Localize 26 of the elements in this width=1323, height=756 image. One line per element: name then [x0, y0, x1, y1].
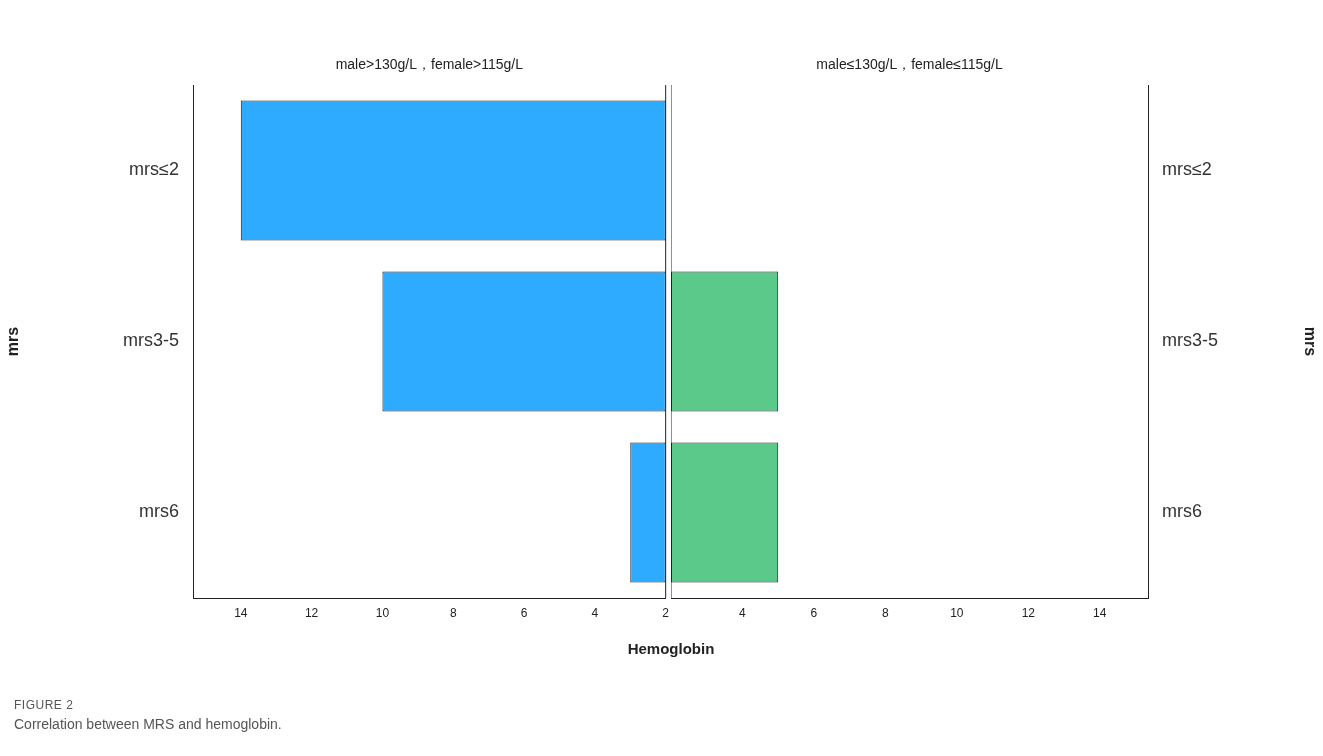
chart-title: male≤130g/L，female≤115g/L: [816, 55, 1003, 72]
chart-title: male>130g/L，female>115g/L: [335, 55, 524, 72]
x-tick-label: 14: [234, 605, 248, 620]
x-tick-label: 12: [1021, 605, 1036, 620]
x-tick-label: 4: [739, 605, 747, 620]
x-tick-label: 10: [950, 605, 964, 620]
x-tick-label: 2: [662, 605, 670, 620]
x-tick-label: 10: [375, 605, 390, 620]
x-tick-label: 6: [810, 605, 818, 620]
y-tick-label: mrs≤2: [1162, 159, 1212, 180]
y-tick-label: mrs3-5: [122, 330, 179, 351]
x-tick-label: 8: [882, 605, 890, 620]
y-tick-label: mrs6: [139, 501, 179, 522]
x-axis-title: Hemoglobin: [626, 640, 716, 657]
text: Correlation between MRS and hemoglobin.: [14, 716, 282, 732]
x-tick-label: 14: [1093, 605, 1107, 620]
y-axis-title: mrs: [1301, 326, 1319, 357]
caption: FIGURE 2: [14, 698, 75, 712]
y-tick-label: mrs≤2: [129, 159, 179, 180]
y-axis-title: mrs: [4, 326, 22, 357]
x-tick-label: 4: [591, 605, 599, 620]
y-tick-label: mrs3-5: [1162, 330, 1219, 351]
x-tick-label: 6: [520, 605, 528, 620]
y-tick-label: mrs6: [1162, 501, 1202, 522]
x-tick-label: 12: [304, 605, 319, 620]
x-tick-label: 8: [449, 605, 457, 620]
